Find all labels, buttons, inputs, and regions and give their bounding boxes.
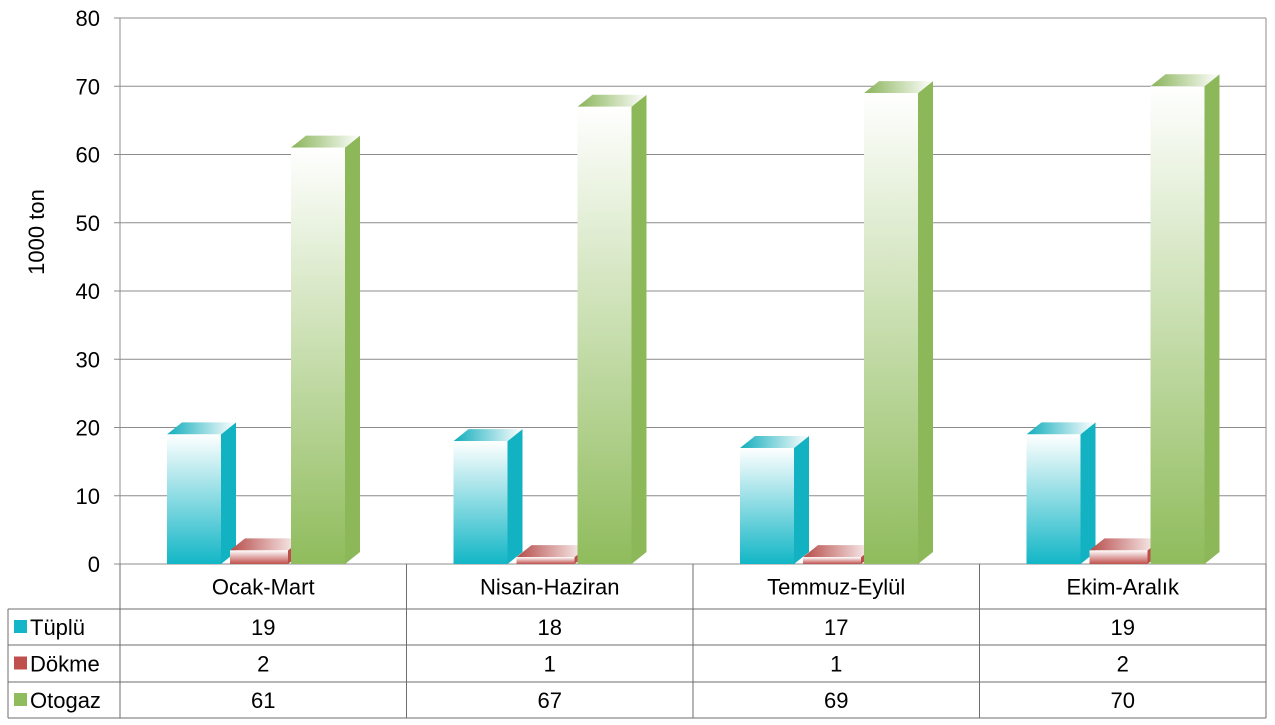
x-category-label: Nisan-Haziran — [480, 575, 619, 600]
data-label: 1 — [830, 652, 842, 677]
legend-label: Dökme — [30, 652, 100, 677]
data-label: 67 — [538, 688, 562, 713]
bar-front — [453, 441, 508, 564]
bar-tüplü-4 — [1026, 422, 1096, 564]
bar-front — [1026, 434, 1081, 564]
bar-side — [1204, 74, 1220, 564]
bar-top — [803, 545, 876, 558]
bar-top — [291, 135, 360, 148]
data-label: 2 — [1117, 652, 1129, 677]
bar-side — [345, 135, 360, 565]
y-axis-label: 1000 ton — [24, 189, 49, 275]
bar-front — [1089, 550, 1148, 564]
bar-front — [167, 434, 221, 564]
legend-swatch — [14, 656, 27, 670]
bar-top — [1089, 538, 1163, 551]
bar-top — [740, 435, 809, 448]
y-tick-label: 80 — [76, 6, 100, 31]
data-label: 18 — [538, 615, 562, 640]
bar-side — [507, 429, 523, 564]
bar-side — [221, 422, 236, 564]
data-label: 70 — [1111, 688, 1135, 713]
bar-front — [803, 557, 861, 564]
y-tick-label: 10 — [76, 484, 100, 509]
x-category-label: Ocak-Mart — [212, 575, 315, 600]
x-category-label: Ekim-Aralık — [1067, 575, 1180, 600]
legend-label: Tüplü — [30, 615, 85, 640]
bar-top — [1150, 74, 1220, 87]
y-tick-label: 20 — [76, 416, 100, 441]
bar-front — [291, 147, 345, 565]
bar-front — [577, 106, 632, 564]
y-tick-label: 0 — [88, 552, 100, 577]
y-tick-label: 40 — [76, 279, 100, 304]
data-label: 1 — [544, 652, 556, 677]
bar-top — [577, 94, 647, 107]
bar-front — [516, 557, 575, 564]
data-label: 2 — [257, 652, 269, 677]
y-tick-label: 70 — [76, 74, 100, 99]
bar-front — [864, 93, 918, 564]
bar-otogaz-2 — [577, 94, 647, 564]
data-label: 61 — [251, 688, 275, 713]
bar-front — [230, 550, 288, 564]
legend-swatch — [14, 620, 27, 633]
bar-otogaz-4 — [1150, 74, 1220, 564]
bar-top — [516, 545, 590, 558]
y-tick-label: 30 — [76, 347, 100, 372]
bar-top — [230, 538, 303, 551]
bar-side — [1080, 422, 1096, 564]
x-category-label: Temmuz-Eylül — [767, 575, 905, 600]
y-tick-label: 60 — [76, 143, 100, 168]
bar-tüplü-1 — [167, 422, 236, 564]
legend-label: Otogaz — [30, 688, 101, 713]
data-label: 19 — [251, 615, 275, 640]
bar-top — [167, 422, 236, 435]
data-label: 19 — [1111, 615, 1135, 640]
bar-side — [918, 81, 933, 564]
bar-top — [453, 429, 523, 442]
y-tick-label: 50 — [76, 211, 100, 236]
legend-swatch — [14, 693, 27, 706]
bar-front — [1150, 86, 1205, 564]
bar-tüplü-3 — [740, 435, 809, 564]
bar-top — [1026, 422, 1096, 435]
bar-otogaz-1 — [291, 135, 360, 565]
bar-otogaz-3 — [864, 81, 933, 564]
bar-front — [740, 447, 794, 564]
bar-top — [864, 81, 933, 94]
data-label: 69 — [824, 688, 848, 713]
bar-tüplü-2 — [453, 429, 523, 564]
bar-side — [794, 435, 809, 564]
data-label: 17 — [824, 615, 848, 640]
bar-side — [631, 94, 647, 564]
